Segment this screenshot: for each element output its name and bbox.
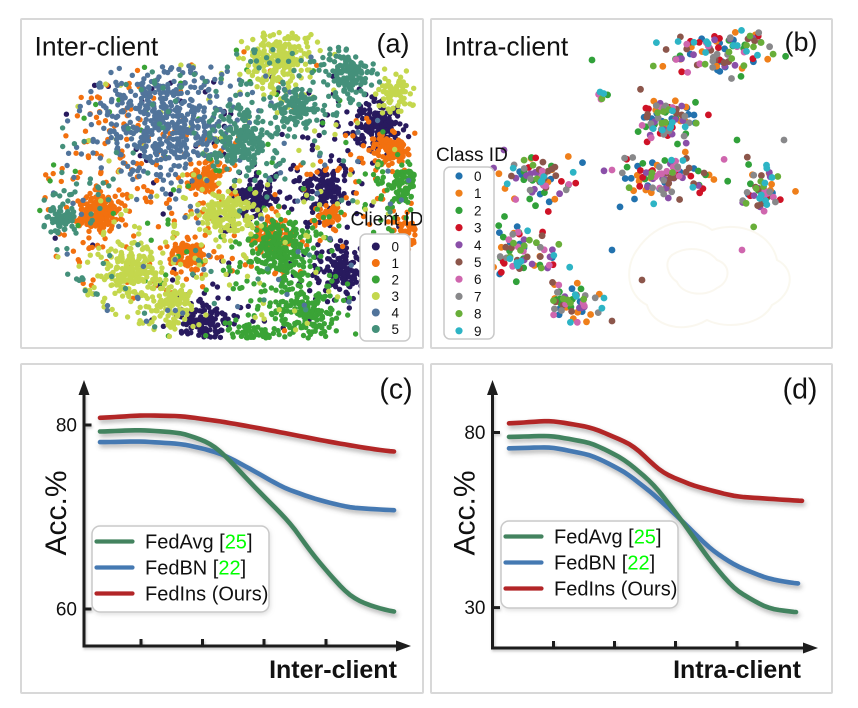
svg-text:0: 0 — [392, 240, 400, 255]
svg-text:(a): (a) — [377, 29, 410, 59]
svg-text:5: 5 — [392, 322, 400, 337]
svg-text:1: 1 — [392, 256, 400, 271]
svg-text:4: 4 — [392, 306, 400, 321]
svg-text:3: 3 — [392, 289, 400, 304]
svg-text:Client ID: Client ID — [351, 210, 423, 231]
svg-text:2: 2 — [392, 273, 400, 288]
svg-text:Inter-client: Inter-client — [35, 32, 159, 62]
